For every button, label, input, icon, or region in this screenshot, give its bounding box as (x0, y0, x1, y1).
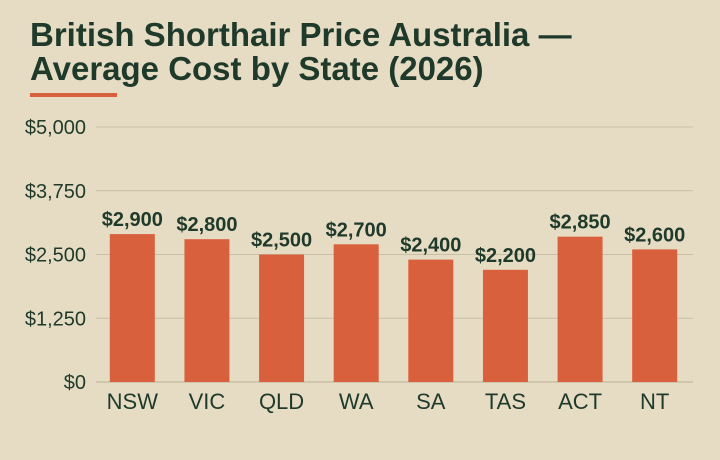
value-label-act: $2,850 (549, 212, 610, 234)
bar-nt (632, 249, 678, 382)
bar-wa (333, 244, 379, 382)
title-accent-underline (30, 93, 117, 97)
bar-act (557, 236, 603, 382)
value-label-sa: $2,400 (400, 235, 461, 257)
x-category-label-sa: SA (416, 389, 446, 414)
bar-qld (259, 254, 305, 382)
x-category-label-qld: QLD (259, 389, 304, 414)
y-tick-label: $1,250 (25, 308, 86, 330)
x-category-label-nsw: NSW (107, 389, 159, 414)
value-label-nsw: $2,900 (102, 209, 163, 231)
x-category-label-nt: NT (640, 389, 669, 414)
x-category-label-act: ACT (558, 389, 602, 414)
value-label-nt: $2,600 (624, 224, 685, 246)
bar-nsw (109, 234, 155, 382)
value-label-wa: $2,700 (326, 219, 387, 241)
y-axis-ticks: $0 $1,250 $2,500 $3,750 $5,000 (25, 117, 86, 394)
y-tick-label: $3,750 (25, 181, 86, 203)
value-labels: $2,900 $2,800 $2,500 $2,700 $2,400 $2,200 $2,8… (102, 209, 686, 267)
value-label-tas: $2,200 (475, 245, 536, 267)
value-label-vic: $2,800 (176, 214, 237, 236)
bars (109, 234, 678, 382)
x-category-label-tas: TAS (485, 389, 526, 414)
x-category-label-wa: WA (339, 389, 374, 414)
bar-sa (408, 259, 454, 382)
x-category-label-vic: VIC (189, 389, 226, 414)
y-tick-label: $5,000 (25, 117, 86, 139)
chart-title: British Shorthair Price Australia — Aver… (30, 18, 690, 86)
x-axis-categories: NSW VIC QLD WA SA TAS ACT NT (107, 389, 670, 414)
y-tick-label: $0 (64, 372, 86, 394)
chart-title-line-2: Average Cost by State (2026) (30, 50, 484, 87)
bar-vic (184, 239, 230, 382)
bar-tas (482, 269, 528, 382)
y-tick-label: $2,500 (25, 245, 86, 267)
chart-title-line-1: British Shorthair Price Australia — (30, 16, 572, 53)
value-label-qld: $2,500 (251, 230, 312, 252)
